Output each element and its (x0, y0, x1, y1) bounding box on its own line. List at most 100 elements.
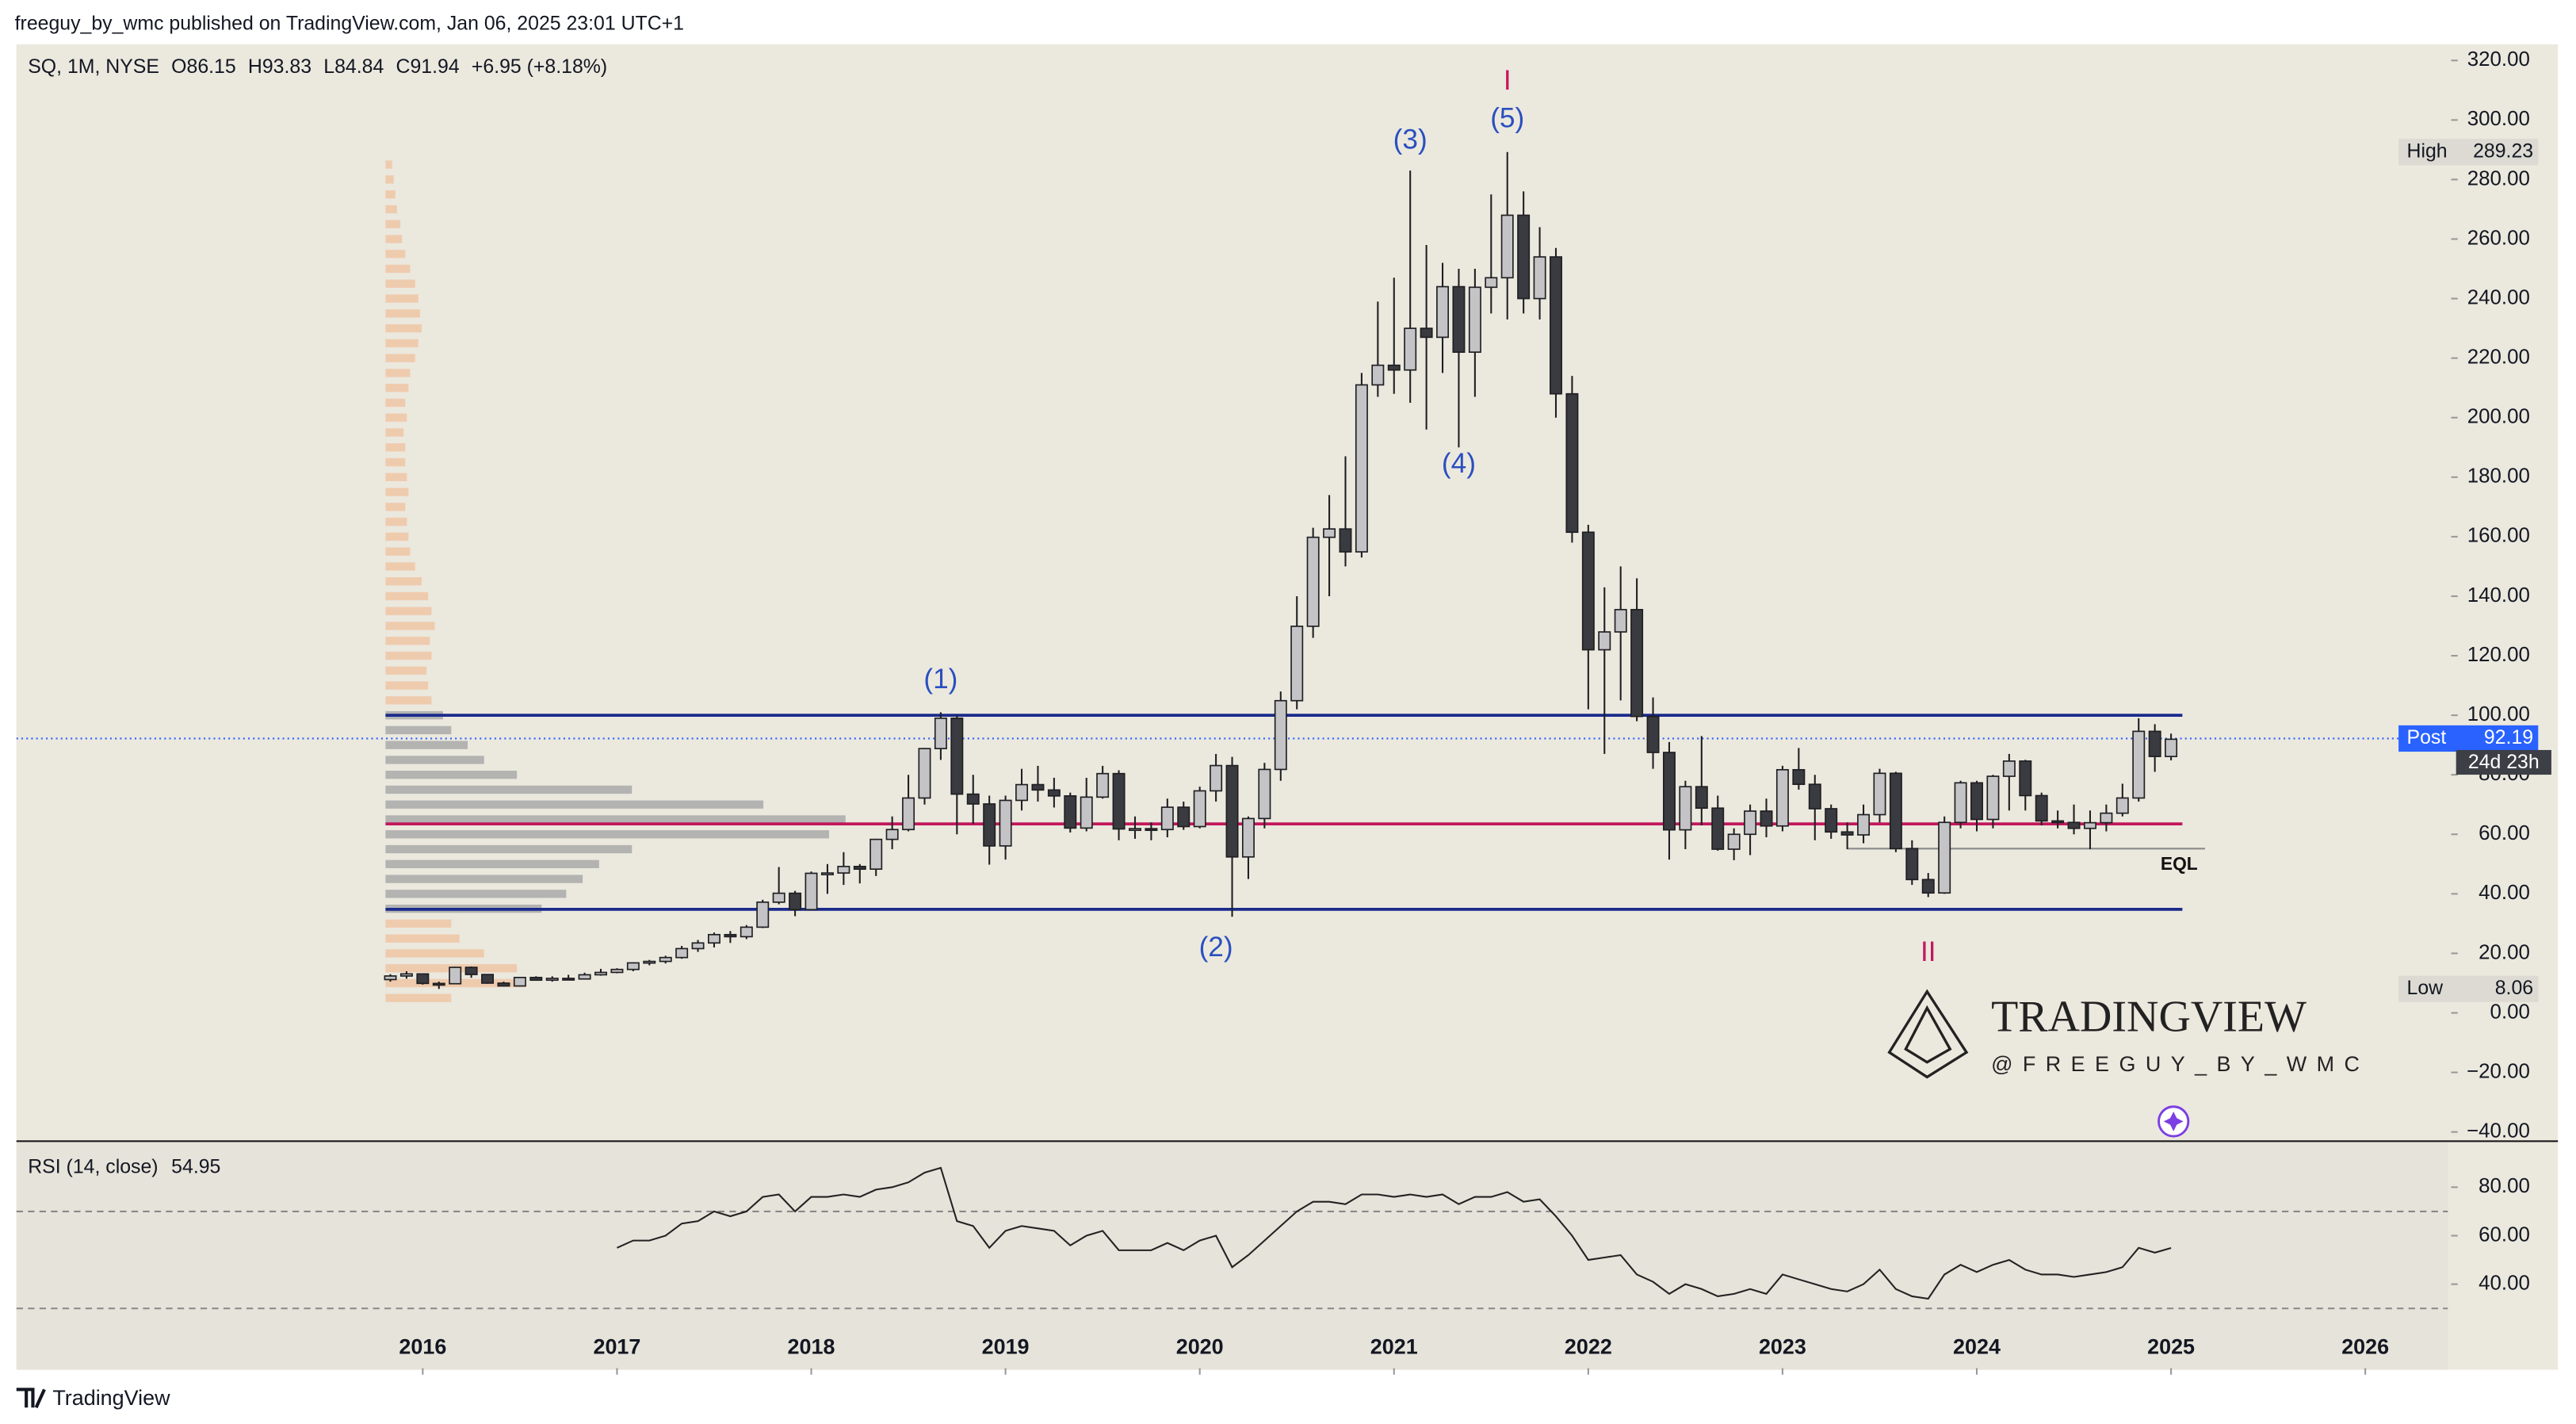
candle-body (1662, 752, 1676, 831)
volume-profile-bar (385, 369, 411, 377)
candle (1760, 798, 1773, 838)
candle-body (2002, 760, 2016, 777)
candle-body (1517, 214, 1531, 300)
candle (1420, 245, 1433, 430)
candle (1581, 524, 1595, 710)
candle-body (1695, 786, 1708, 810)
candle (837, 852, 850, 886)
candle (1857, 804, 1871, 844)
volume-profile-bar (385, 339, 419, 348)
candle (740, 924, 753, 940)
candle (1145, 822, 1158, 840)
candle-body (2051, 820, 2065, 824)
candle (999, 795, 1012, 860)
y-tick-label: 140.00 (2467, 584, 2530, 607)
y-tick-label: 160.00 (2467, 525, 2530, 547)
candle-body (1420, 327, 1433, 339)
volume-profile-bar (385, 517, 407, 526)
candle-body (1177, 806, 1191, 828)
candle-body (1112, 772, 1126, 830)
candle-body (983, 803, 996, 847)
legend: SQ, 1M, NYSE O86.15 H93.83 L84.84 C91.94… (28, 56, 607, 78)
candle (1679, 780, 1692, 850)
volume-profile-bar (385, 473, 407, 481)
high-label-box (2398, 139, 2539, 166)
candle-body (2035, 794, 2048, 822)
volume-profile-bar (385, 934, 460, 943)
candle-body (1727, 833, 1741, 850)
candle (1177, 801, 1191, 830)
volume-profile-bar (385, 398, 406, 408)
volume-profile-bar (385, 919, 452, 928)
candle-body (497, 982, 510, 987)
candle (1533, 227, 1546, 320)
volume-profile-bar (385, 875, 583, 883)
candle (643, 959, 656, 966)
rsi-tick-label: 40.00 (2479, 1273, 2530, 1295)
volume-profile-bar (385, 622, 435, 630)
candle (1047, 777, 1061, 808)
candle-body (1711, 807, 1725, 850)
y-tick-label: 240.00 (2467, 286, 2530, 308)
rsi-last: 54.95 (171, 1155, 220, 1177)
candle-body (1129, 828, 1141, 832)
volume-profile-bar (385, 264, 411, 274)
candle (1355, 373, 1368, 558)
candle-body (1550, 256, 1562, 395)
candle-body (934, 718, 947, 749)
candle (1921, 873, 1935, 898)
candle (1630, 578, 1644, 722)
volume-profile-bar (385, 949, 484, 958)
candle (1986, 775, 2000, 829)
candle-body (1646, 715, 1660, 753)
watermark: TRADINGVIEW @FREEGUY_BY_WMC (1887, 989, 2360, 1079)
candle-body (1015, 783, 1029, 802)
x-tick-label: 2018 (788, 1335, 835, 1359)
candle-body (2165, 738, 2178, 757)
candle-body (1889, 772, 1902, 850)
candle-body (1064, 795, 1077, 829)
volume-profile-bar (385, 696, 432, 705)
y-tick-label: 200.00 (2467, 406, 2530, 428)
legend-change: +6.95 (+8.18%) (472, 56, 607, 78)
candle (1112, 770, 1126, 840)
candle (1517, 191, 1531, 314)
candle-body (2148, 730, 2161, 757)
volume-profile-bar (385, 443, 406, 452)
x-tick-label: 2016 (399, 1335, 446, 1359)
annotation: I (1504, 65, 1512, 96)
candle (1614, 566, 1627, 701)
candle-body (1404, 327, 1417, 371)
candle-body (1679, 786, 1692, 831)
volume-profile-bar (385, 532, 409, 542)
candle-body (1921, 879, 1935, 894)
candle-body (1452, 285, 1466, 353)
candle (918, 748, 931, 805)
candle-body (659, 956, 672, 963)
candle (1727, 828, 1741, 860)
candle (902, 775, 915, 832)
candle (594, 968, 607, 976)
candle (1290, 595, 1304, 710)
y-tick-label: 260.00 (2467, 227, 2530, 249)
candle (1160, 798, 1174, 838)
candle-body (1825, 808, 1838, 833)
y-tick-label: 220.00 (2467, 346, 2530, 368)
volume-profile-bar (385, 607, 432, 615)
candle (1598, 587, 1611, 754)
candle-body (1840, 831, 1854, 836)
footer-brand: TradingView (52, 1386, 170, 1410)
candle (1695, 736, 1708, 826)
candle (1193, 787, 1206, 829)
candle (1825, 804, 1838, 839)
candle (724, 931, 737, 944)
candle-body (691, 942, 705, 950)
candle-body (1938, 821, 1951, 894)
candle-body (789, 892, 802, 911)
candle (1711, 795, 1725, 851)
legend-low: L84.84 (323, 56, 384, 78)
candle-body (1160, 806, 1174, 831)
candle (399, 970, 413, 979)
candle-body (1873, 772, 1886, 816)
